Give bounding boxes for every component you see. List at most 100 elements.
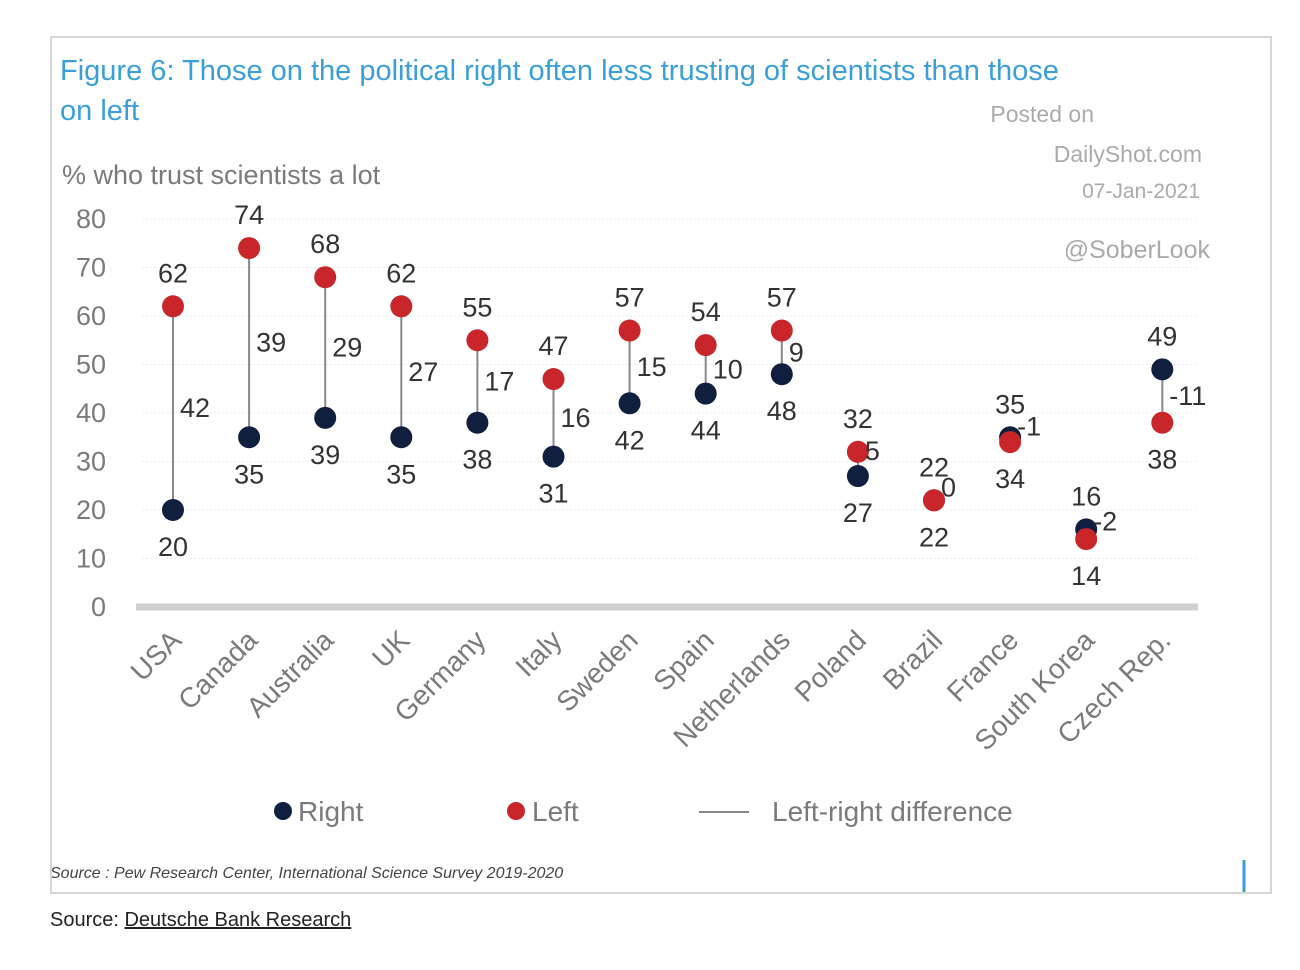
source-caption-prefix: Source:: [50, 909, 125, 931]
left-dot: [770, 319, 793, 342]
y-tick-label: 50: [76, 350, 106, 380]
left-value-label: 54: [691, 297, 721, 327]
right-value-label: 42: [615, 425, 645, 455]
legend-right-label: Right: [298, 796, 364, 827]
right-dot: [390, 426, 413, 449]
left-value-label: 32: [843, 404, 873, 434]
left-value-label: 14: [1071, 561, 1101, 591]
difference-value-label: 9: [789, 337, 804, 367]
left-dot: [1075, 528, 1098, 551]
left-value-label: 74: [234, 200, 264, 230]
difference-value-label: 42: [180, 393, 210, 423]
watermark-handle: @SoberLook: [1064, 236, 1211, 264]
difference-value-label: 29: [332, 333, 362, 363]
left-value-label: 57: [767, 283, 797, 313]
legend-left-marker: [507, 802, 525, 820]
left-value-label: 22: [919, 522, 949, 552]
chart-title-line: Figure 6: Those on the political right o…: [60, 55, 1059, 87]
x-tick-label: Brazil: [877, 624, 948, 695]
legend-left-label: Left: [532, 796, 579, 827]
right-dot: [770, 363, 793, 386]
legend-right-marker: [274, 802, 292, 820]
y-tick-label: 30: [76, 447, 106, 477]
left-value-label: 62: [158, 258, 188, 288]
right-dot: [238, 426, 261, 449]
y-tick-label: 20: [76, 495, 106, 525]
left-value-label: 55: [462, 292, 492, 322]
right-value-label: 16: [1071, 481, 1101, 511]
right-value-label: 39: [310, 440, 340, 470]
right-dot: [314, 406, 337, 429]
chart-frame: Figure 6: Those on the political right o…: [50, 36, 1272, 894]
chart-title-line: on left: [60, 95, 139, 127]
left-dot: [1151, 411, 1174, 434]
source-link[interactable]: Deutsche Bank Research: [124, 909, 352, 931]
difference-value-label: 27: [408, 357, 438, 387]
right-dot: [1151, 358, 1174, 381]
difference-value-label: -11: [1169, 381, 1206, 411]
left-dot: [999, 431, 1022, 454]
left-value-label: 62: [386, 258, 416, 288]
difference-value-label: 16: [561, 403, 591, 433]
x-tick-label: UK: [366, 624, 416, 674]
difference-value-label: 17: [484, 366, 514, 396]
left-dot: [694, 334, 717, 357]
left-dot: [390, 295, 413, 318]
left-dot: [466, 329, 489, 352]
right-dot: [846, 465, 869, 488]
right-dot: [694, 382, 717, 405]
y-tick-label: 0: [91, 592, 106, 622]
right-dot: [466, 411, 489, 434]
x-tick-label: Italy: [510, 624, 568, 682]
difference-value-label: 0: [941, 472, 956, 502]
difference-value-label: -1: [1017, 412, 1041, 442]
right-value-label: 20: [158, 532, 188, 562]
right-dot: [542, 445, 565, 468]
legend-difference-label: Left-right difference: [772, 796, 1013, 827]
y-tick-label: 70: [76, 253, 106, 283]
y-tick-label: 10: [76, 544, 106, 574]
right-value-label: 49: [1147, 321, 1177, 351]
source-caption: Source: Deutsche Bank Research: [50, 909, 351, 932]
y-tick-label: 40: [76, 398, 106, 428]
left-dot: [846, 440, 869, 463]
chart-source-note: Source : Pew Research Center, Internatio…: [52, 865, 563, 882]
difference-value-label: 15: [637, 352, 667, 382]
left-value-label: 57: [615, 283, 645, 313]
right-value-label: 35: [386, 459, 416, 489]
left-dot: [162, 295, 184, 318]
left-dot: [923, 489, 945, 512]
x-tick-label: Sweden: [550, 624, 643, 717]
difference-value-label: 39: [256, 328, 286, 358]
right-value-label: 31: [538, 479, 568, 509]
y-tick-label: 80: [76, 204, 106, 234]
watermark-posted-on: Posted on: [990, 101, 1094, 127]
y-axis-label: % who trust scientists a lot: [62, 160, 381, 190]
right-value-label: 22: [919, 452, 949, 482]
right-value-label: 35: [234, 459, 264, 489]
left-value-label: 47: [538, 331, 568, 361]
watermark-date: 07-Jan-2021: [1082, 180, 1200, 203]
right-value-label: 27: [843, 498, 873, 528]
left-value-label: 34: [995, 464, 1025, 494]
right-value-label: 44: [691, 416, 721, 446]
left-dot: [238, 237, 261, 260]
x-tick-label: USA: [125, 624, 188, 687]
right-value-label: 38: [462, 445, 492, 475]
y-tick-label: 60: [76, 301, 106, 331]
dot-range-chart: Figure 6: Those on the political right o…: [52, 55, 1246, 892]
left-dot: [542, 368, 565, 391]
right-value-label: 35: [995, 389, 1025, 419]
right-dot: [162, 499, 184, 521]
difference-value-label: 5: [865, 436, 880, 466]
watermark-site: DailyShot.com: [1054, 141, 1202, 167]
left-dot: [618, 319, 641, 342]
right-dot: [618, 392, 641, 415]
right-value-label: 48: [767, 396, 797, 426]
difference-value-label: -2: [1093, 506, 1117, 536]
difference-value-label: 10: [713, 354, 743, 384]
left-value-label: 38: [1147, 445, 1177, 475]
left-dot: [314, 266, 337, 289]
x-tick-label: Poland: [789, 624, 873, 708]
left-value-label: 68: [310, 229, 340, 259]
